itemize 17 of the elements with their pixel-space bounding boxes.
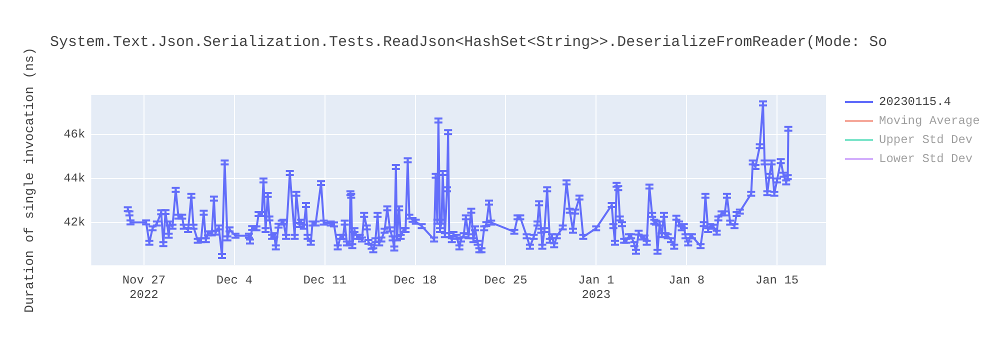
chart-title: System.Text.Json.Serialization.Tests.ReadJson<HashSet<String>>.DeserializeFromReader(Mode: So <box>50 34 888 51</box>
x-tick-label: Dec 18 <box>394 274 437 288</box>
x-tick-label: Nov 27 2022 <box>122 274 166 302</box>
y-axis-title: Duration of single invocation (ns) <box>22 47 38 313</box>
y-tick-label: 46k <box>64 128 86 142</box>
x-tick-label: Jan 1 2023 <box>578 274 614 302</box>
y-tick-label: 42k <box>64 216 86 230</box>
legend-label: Upper Std Dev <box>879 132 973 146</box>
x-tick-label: Jan 15 <box>755 274 799 288</box>
legend-label: Moving Average <box>879 114 980 128</box>
x-tick-label: Dec 25 <box>484 274 528 288</box>
legend-label: 20230115.4 <box>879 94 952 108</box>
x-tick-label: Dec 11 <box>303 274 346 288</box>
x-tick-label: Dec 4 <box>216 274 252 288</box>
y-tick-label: 44k <box>64 172 86 186</box>
legend-label: Lower Std Dev <box>879 152 973 166</box>
x-tick-label: Jan 8 <box>668 274 705 288</box>
